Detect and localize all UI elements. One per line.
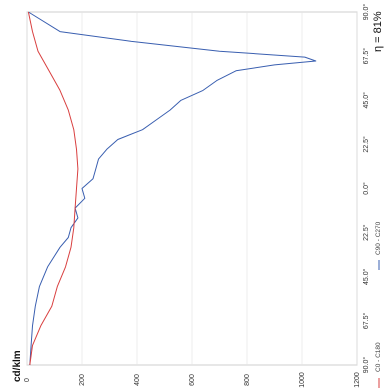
legend-label: C90 - C270 [375,221,382,255]
y-tick-labels: 0 200 400 600 800 1000 1200 [24,372,361,388]
x-tick-label: 45.0° [362,92,370,109]
efficiency-annotation: η = 81% [372,11,384,52]
x-tick-label: 90.0° [362,357,370,374]
y-tick-label: 1000 [299,372,306,388]
y-tick-label: 400 [134,374,141,386]
y-tick-label: 600 [189,374,196,386]
x-tick-label: 67.5° [362,312,370,329]
y-tick-label: 200 [79,374,86,386]
series-line [28,11,317,366]
y-tick-label: 800 [244,374,251,386]
series-layer [27,11,317,366]
y-tick-label: 1200 [354,372,361,388]
x-tick-labels: 90.0° 67.5° 45.0° 22.5° 0.0° 22.5° 45.0° 67.5° 9… [362,4,370,374]
legend-label: C0 - C180 [375,342,382,372]
y-tick-label: 0 [24,378,31,382]
x-tick-label: 90.0° [362,4,370,21]
x-tick-label: 22.5° [362,136,370,153]
x-tick-label: 0.0° [362,182,370,195]
y-axis-label: cd/klm [12,350,23,382]
legend-item: C0 - C180 [375,342,382,388]
grid [26,12,358,365]
x-tick-label: 22.5° [362,224,370,241]
series-line [27,11,79,366]
x-tick-label: 45.0° [362,268,370,285]
legend: C0 - C180 C90 - C270 [375,221,382,388]
x-tick-label: 67.5° [362,48,370,65]
legend-item: C90 - C270 [375,221,382,270]
